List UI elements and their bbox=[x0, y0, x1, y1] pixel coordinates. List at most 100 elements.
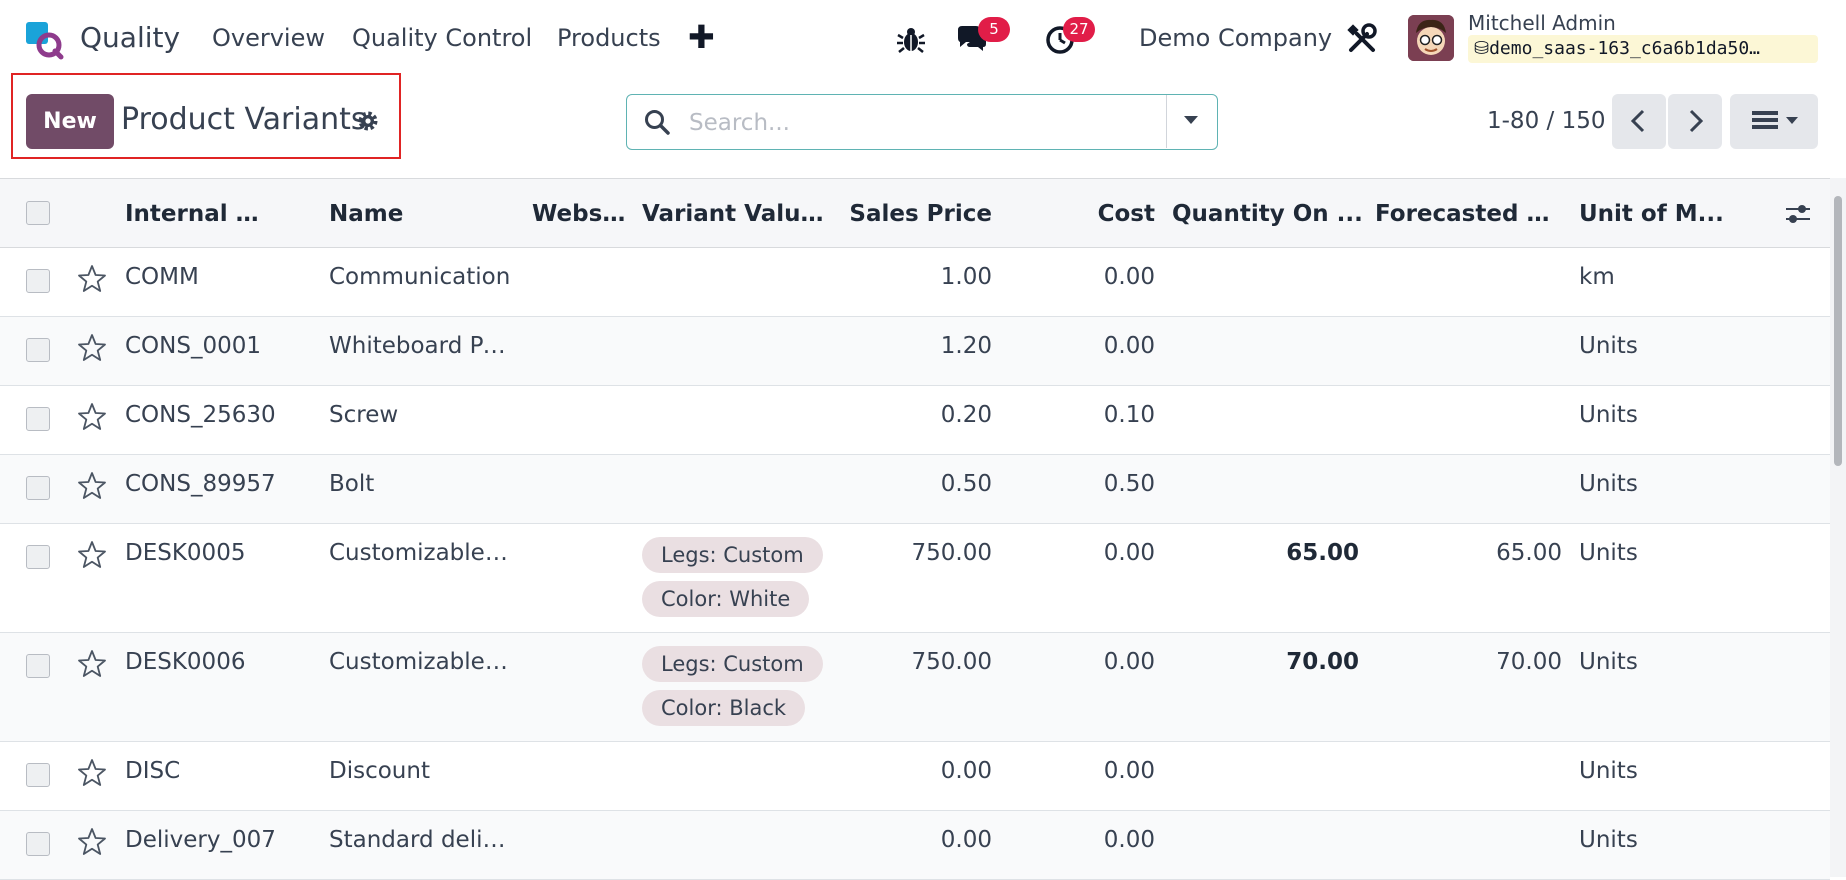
table-row[interactable]: DESK0005 Customizable … Legs: Custom Color:… bbox=[0, 524, 1830, 633]
pager-previous-button[interactable] bbox=[1612, 94, 1666, 149]
tools-icon[interactable] bbox=[1345, 22, 1379, 56]
cell-name: Standard deliv… bbox=[329, 827, 511, 853]
cell-name: Customizable … bbox=[329, 540, 511, 566]
pager-next-button[interactable] bbox=[1668, 94, 1722, 149]
search-input[interactable] bbox=[687, 105, 1191, 141]
column-cost[interactable]: Cost bbox=[1097, 201, 1155, 227]
cell-cost: 0.50 bbox=[1103, 471, 1155, 497]
cell-sales-price: 1.20 bbox=[940, 333, 992, 359]
cell-name: Whiteboard Pen bbox=[329, 333, 511, 359]
row-checkbox[interactable] bbox=[26, 338, 50, 362]
search-bar bbox=[626, 94, 1218, 150]
quality-app-logo-icon[interactable] bbox=[24, 20, 64, 60]
cell-cost: 0.10 bbox=[1103, 402, 1155, 428]
cell-sales-price: 1.00 bbox=[940, 264, 992, 290]
gear-icon[interactable] bbox=[356, 109, 380, 133]
user-name[interactable]: Mitchell Admin bbox=[1468, 11, 1616, 35]
cell-quantity-on-hand: 70.00 bbox=[1286, 649, 1359, 675]
list-view-icon bbox=[1752, 111, 1798, 129]
cell-internal-reference: DESK0006 bbox=[125, 649, 246, 675]
cell-sales-price: 0.00 bbox=[940, 827, 992, 853]
table-scrollbar[interactable] bbox=[1830, 178, 1846, 877]
cell-unit-of-measure: Units bbox=[1579, 758, 1638, 784]
column-variant-values[interactable]: Variant Values bbox=[642, 201, 827, 227]
company-switcher[interactable]: Demo Company bbox=[1139, 24, 1333, 52]
cell-internal-reference: CONS_25630 bbox=[125, 402, 276, 428]
favorite-star-icon[interactable] bbox=[77, 540, 107, 570]
scrollbar-thumb[interactable] bbox=[1834, 196, 1842, 466]
cell-unit-of-measure: Units bbox=[1579, 333, 1638, 359]
optional-columns-icon[interactable] bbox=[1784, 200, 1812, 228]
favorite-star-icon[interactable] bbox=[77, 649, 107, 679]
favorite-star-icon[interactable] bbox=[77, 471, 107, 501]
cell-cost: 0.00 bbox=[1103, 827, 1155, 853]
table-row[interactable]: CONS_89957 Bolt 0.50 0.50 Units bbox=[0, 455, 1830, 524]
favorite-star-icon[interactable] bbox=[77, 402, 107, 432]
row-checkbox[interactable] bbox=[26, 654, 50, 678]
cell-sales-price: 750.00 bbox=[911, 649, 992, 675]
cell-name: Communication bbox=[329, 264, 511, 290]
favorite-star-icon[interactable] bbox=[77, 333, 107, 363]
column-quantity-on-hand[interactable]: Quantity On ... bbox=[1172, 201, 1363, 227]
row-checkbox[interactable] bbox=[26, 832, 50, 856]
table-row[interactable]: COMM Communication 1.00 0.00 km bbox=[0, 248, 1830, 317]
column-forecasted-quantity[interactable]: Forecasted Q... bbox=[1375, 201, 1565, 227]
column-unit-of-measure[interactable]: Unit of M... bbox=[1579, 201, 1724, 227]
column-name[interactable]: Name bbox=[329, 201, 404, 227]
avatar-face-icon bbox=[1408, 15, 1454, 61]
favorite-star-icon[interactable] bbox=[77, 827, 107, 857]
messages-badge: 5 bbox=[978, 17, 1010, 42]
row-checkbox[interactable] bbox=[26, 476, 50, 500]
cell-unit-of-measure: Units bbox=[1579, 827, 1638, 853]
cell-unit-of-measure: Units bbox=[1579, 402, 1638, 428]
bug-icon[interactable] bbox=[894, 22, 928, 56]
row-checkbox[interactable] bbox=[26, 269, 50, 293]
database-chip[interactable]: ⛁demo_saas-163_c6a6b1da50… bbox=[1468, 35, 1818, 63]
new-button[interactable]: New bbox=[26, 94, 114, 149]
plus-icon[interactable]: ✚ bbox=[688, 18, 715, 56]
table-row[interactable]: DISC Discount 0.00 0.00 Units bbox=[0, 742, 1830, 811]
caret-down-icon bbox=[1184, 116, 1198, 124]
cell-quantity-on-hand: 65.00 bbox=[1286, 540, 1359, 566]
select-all-checkbox[interactable] bbox=[26, 201, 50, 225]
cell-internal-reference: DISC bbox=[125, 758, 181, 784]
cell-internal-reference: Delivery_007 bbox=[125, 827, 276, 853]
cell-cost: 0.00 bbox=[1103, 649, 1155, 675]
cell-internal-reference: CONS_0001 bbox=[125, 333, 262, 359]
menu-overview[interactable]: Overview bbox=[212, 24, 325, 52]
menu-products[interactable]: Products bbox=[557, 24, 661, 52]
row-checkbox[interactable] bbox=[26, 763, 50, 787]
row-checkbox[interactable] bbox=[26, 407, 50, 431]
chevron-right-icon bbox=[1689, 109, 1704, 133]
cell-name: Discount bbox=[329, 758, 430, 784]
cell-internal-reference: CONS_89957 bbox=[125, 471, 276, 497]
app-name[interactable]: Quality bbox=[80, 21, 181, 54]
database-name: demo_saas-163_c6a6b1da50… bbox=[1489, 38, 1761, 59]
variant-value-tag: Color: White bbox=[642, 581, 810, 617]
column-website[interactable]: Webs... bbox=[532, 201, 627, 227]
favorite-star-icon[interactable] bbox=[77, 264, 107, 294]
table-row[interactable]: Delivery_007 Standard deliv… 0.00 0.00 Units bbox=[0, 811, 1830, 880]
menu-quality-control[interactable]: Quality Control bbox=[352, 24, 533, 52]
search-icon[interactable] bbox=[643, 108, 671, 136]
variant-value-tag: Color: Black bbox=[642, 690, 806, 726]
table-row[interactable]: DESK0006 Customizable … Legs: Custom Color:… bbox=[0, 633, 1830, 742]
page-title: Product Variants bbox=[121, 102, 367, 137]
variant-value-tag: Legs: Custom bbox=[642, 646, 823, 682]
table-row[interactable]: CONS_25630 Screw 0.20 0.10 Units bbox=[0, 386, 1830, 455]
user-avatar[interactable] bbox=[1408, 15, 1454, 61]
favorite-star-icon[interactable] bbox=[77, 758, 107, 788]
search-options-toggle[interactable] bbox=[1166, 95, 1217, 148]
cell-unit-of-measure: Units bbox=[1579, 540, 1638, 566]
row-checkbox[interactable] bbox=[26, 545, 50, 569]
column-sales-price[interactable]: Sales Price bbox=[849, 201, 992, 227]
pager-value[interactable]: 1-80 / 150 bbox=[1487, 108, 1606, 134]
view-switcher-button[interactable] bbox=[1730, 94, 1818, 149]
cell-unit-of-measure: Units bbox=[1579, 649, 1638, 675]
column-internal-reference[interactable]: Internal R... bbox=[125, 201, 275, 227]
top-navbar: Quality Overview Quality Control Product… bbox=[0, 0, 1846, 78]
table-row[interactable]: CONS_0001 Whiteboard Pen 1.20 0.00 Units bbox=[0, 317, 1830, 386]
cell-internal-reference: COMM bbox=[125, 264, 199, 290]
cell-cost: 0.00 bbox=[1103, 333, 1155, 359]
cell-cost: 0.00 bbox=[1103, 540, 1155, 566]
